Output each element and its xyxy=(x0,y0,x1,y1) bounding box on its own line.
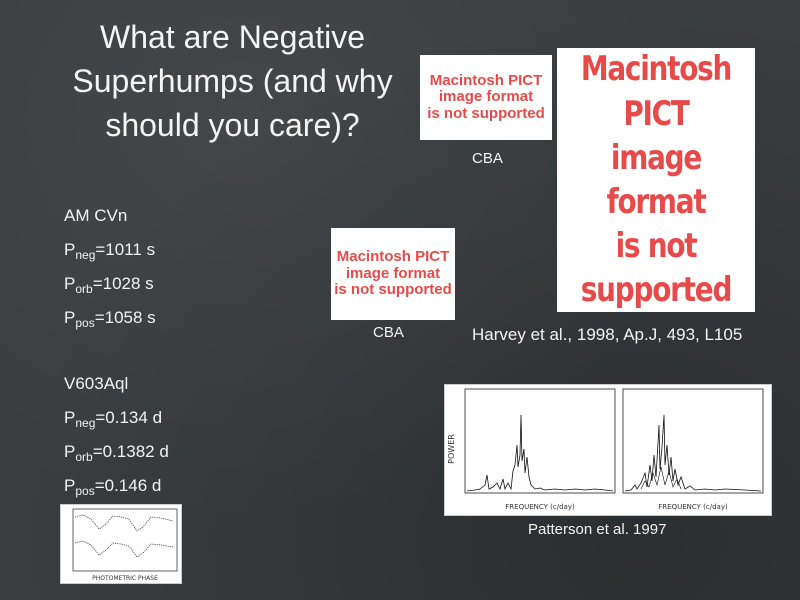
image-placeholder-large: Macintosh PICT image format is not suppo… xyxy=(557,48,755,312)
am-cvn-heading: AM CVn xyxy=(64,206,128,225)
credit-cba-middle: CBA xyxy=(373,324,404,341)
harvey-reference: Harvey et al., 1998, Ap.J, 493, L105 xyxy=(472,325,743,344)
slide-title: What are Negative Superhumps (and why sh… xyxy=(72,19,393,143)
v603aql-porb: Porb=0.1382 d xyxy=(64,442,169,464)
power-xlabel-left: FREQUENCY (c/day) xyxy=(505,503,575,511)
power-ylabel: POWER xyxy=(447,434,456,464)
image-placeholder-middle: Macintosh PICT image format is not suppo… xyxy=(331,228,455,320)
credit-cba-top: CBA xyxy=(472,150,503,167)
left-panel-frame xyxy=(464,388,616,494)
phase-plot-svg: PHOTOMETRIC PHASE xyxy=(61,505,181,583)
power-spectrum-figure: POWER FREQUENCY (c/day) FREQUENCY (c/day… xyxy=(444,384,772,516)
right-spectrum-trace xyxy=(624,414,762,492)
phase-curve-lower xyxy=(74,540,174,558)
right-panel-frame xyxy=(622,388,764,494)
patterson-reference: Patterson et al. 1997 xyxy=(528,521,667,538)
power-spectrum-svg: POWER FREQUENCY (c/day) FREQUENCY (c/day… xyxy=(445,385,771,515)
phase-curve-upper xyxy=(74,514,174,532)
phase-plot-figure: PHOTOMETRIC PHASE xyxy=(60,504,182,584)
v603aql-ppos: Ppos=0.146 d xyxy=(64,476,162,498)
phase-plot-frame xyxy=(72,508,178,572)
am-cvn-pneg: Pneg=1011 s xyxy=(64,240,156,262)
v603aql-heading: V603Aql xyxy=(64,374,129,393)
left-spectrum-trace xyxy=(466,414,614,492)
phase-xlabel: PHOTOMETRIC PHASE xyxy=(92,575,158,582)
am-cvn-porb: Porb=1028 s xyxy=(64,274,154,296)
image-placeholder-top: Macintosh PICT image format is not suppo… xyxy=(420,55,552,140)
am-cvn-ppos: Ppos=1058 s xyxy=(64,308,156,330)
v603aql-pneg: Pneg=0.134 d xyxy=(64,408,163,430)
power-xlabel-right: FREQUENCY (c/day) xyxy=(658,503,728,511)
